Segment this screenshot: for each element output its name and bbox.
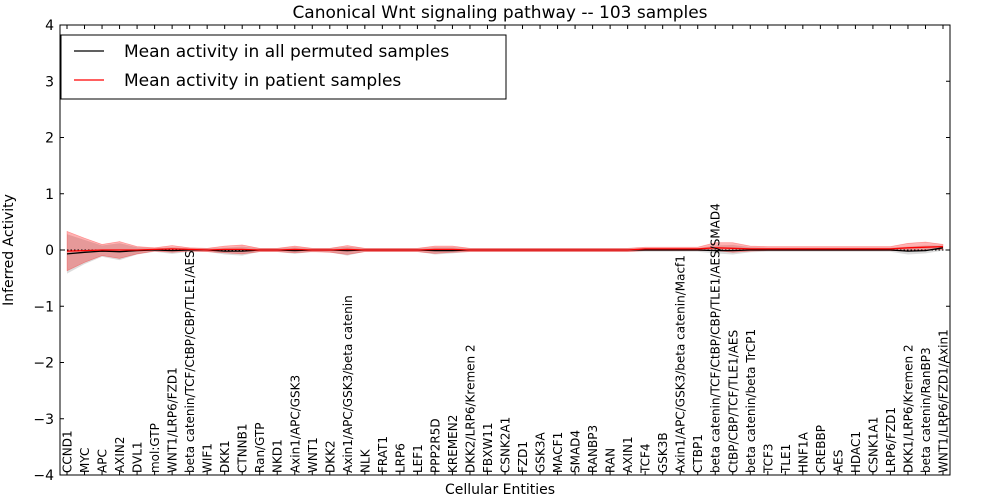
x-tick-label: FZD1 — [516, 441, 530, 473]
x-tick-label: Axin1/APC/GSK3 — [288, 375, 302, 473]
x-tick-label: GSK3A — [534, 432, 548, 473]
x-tick-label: WNT1/LRP6/FZD1/Axin1 — [937, 329, 951, 473]
x-tick-label: mol:GTP — [148, 423, 162, 473]
y-tick-label: −1 — [33, 299, 54, 315]
x-tick-label: DKK1/LRP6/Kremen 2 — [902, 344, 916, 473]
series-lines — [66, 245, 944, 255]
confidence-bands — [66, 230, 944, 274]
x-tick-label: CTBP1 — [691, 434, 705, 473]
legend-label-permuted: Mean activity in all permuted samples — [124, 42, 449, 62]
x-tick-label: DKK2 — [323, 440, 337, 473]
x-tick-label: Axin1/APC/GSK3/beta catenin/Macf1 — [674, 255, 688, 473]
x-tick-label: APC — [96, 449, 110, 473]
y-tick-label: 4 — [45, 18, 54, 34]
x-tick-label: TLE1 — [779, 444, 793, 474]
patient-activity-band — [66, 230, 944, 272]
x-tick-label: Axin1/APC/GSK3/beta catenin — [341, 295, 355, 473]
y-tick-label: −2 — [33, 356, 54, 372]
chart-title: Canonical Wnt signaling pathway -- 103 s… — [292, 3, 707, 23]
x-tick-label: beta catenin/beta TrCP1 — [744, 329, 758, 473]
x-tick-label: AES — [831, 450, 845, 473]
x-tick-label: beta catenin/TCF/CtBP/CBP/TLE1/AES/SMAD4 — [709, 203, 723, 473]
x-tick-label: CtBP/CBP/TCF/TLE1/AES — [726, 330, 740, 473]
legend-box — [60, 34, 507, 100]
x-tick-label: NLK — [358, 448, 372, 473]
y-tick-label: 0 — [45, 243, 54, 259]
x-axis: CCND1 MYC APC AXIN2 DVL1 mol:GTP WNT1/LRP6/FZD… — [61, 25, 951, 475]
x-tick-label: PPP2R5D — [428, 418, 442, 473]
y-tick-label: −4 — [33, 468, 54, 484]
x-tick-label: CREBBP — [814, 425, 828, 473]
y-axis-label: Inferred Activity — [1, 194, 17, 306]
x-tick-label: Ran/GTP — [253, 422, 267, 473]
x-tick-label: NKD1 — [271, 439, 285, 473]
x-tick-label: CSNK2A1 — [499, 417, 513, 473]
y-tick-label: 2 — [45, 131, 54, 147]
x-tick-label: WNT1 — [306, 437, 320, 473]
x-tick-label: DKK2/LRP6/Kremen 2 — [464, 344, 478, 473]
x-tick-label: AXIN1 — [621, 436, 635, 473]
x-tick-label: CCND1 — [61, 430, 75, 473]
x-tick-label: HDAC1 — [849, 431, 863, 473]
x-tick-label: KREMEN2 — [446, 415, 460, 473]
legend: Mean activity in all permuted samples Me… — [60, 34, 507, 100]
x-tick-label: DVL1 — [131, 441, 145, 473]
x-tick-label: LEF1 — [411, 444, 425, 473]
y-tick-label: 1 — [45, 187, 54, 203]
x-tick-label: WIF1 — [201, 443, 215, 473]
x-tick-label: FBXW11 — [481, 423, 495, 473]
x-tick-label: CTNNB1 — [236, 423, 250, 473]
y-tick-label: −3 — [33, 412, 54, 428]
y-axis: −4 −3 −2 −1 0 1 2 3 4 — [33, 18, 950, 484]
x-axis-label: Cellular Entities — [445, 482, 555, 498]
x-tick-label: TCF3 — [761, 443, 775, 474]
x-tick-label: LRP6 — [393, 443, 407, 473]
x-tick-label: beta catenin/TCF/CtBP/CBP/TLE1/AES — [183, 250, 197, 473]
x-tick-label: DKK1 — [218, 440, 232, 473]
x-tick-label: MACF1 — [551, 432, 565, 473]
y-tick-label: 3 — [45, 74, 54, 90]
x-tick-label: WNT1/LRP6/FZD1 — [166, 367, 180, 473]
patient-mean-line — [66, 245, 944, 252]
x-tick-label: GSK3B — [656, 432, 670, 473]
x-tick-label: MYC — [78, 448, 92, 473]
x-tick-label: TCF4 — [639, 443, 653, 474]
x-tick-label: RANBP3 — [586, 425, 600, 473]
x-tick-label: AXIN2 — [113, 436, 127, 473]
x-tick-label: RAN — [604, 448, 618, 473]
x-tick-label: SMAD4 — [569, 430, 583, 473]
legend-label-patient: Mean activity in patient samples — [124, 71, 401, 91]
permuted-activity-band — [67, 234, 943, 274]
x-tick-label: HNF1A — [796, 431, 810, 473]
x-tick-label: beta catenin/RanBP3 — [919, 347, 933, 473]
x-tick-label: CSNK1A1 — [866, 417, 880, 473]
x-tick-label: FRAT1 — [376, 436, 390, 473]
x-tick-label: LRP6/FZD1 — [884, 407, 898, 473]
